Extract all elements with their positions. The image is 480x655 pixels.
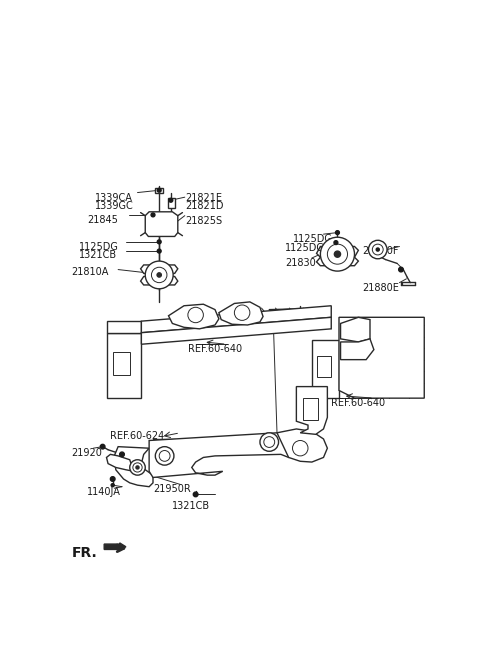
Text: 21920F: 21920F bbox=[362, 246, 399, 257]
Circle shape bbox=[133, 463, 142, 472]
Text: 21810A: 21810A bbox=[72, 267, 109, 277]
Text: 1321CB: 1321CB bbox=[172, 500, 211, 510]
Text: 1140JA: 1140JA bbox=[87, 487, 121, 496]
Polygon shape bbox=[145, 212, 178, 236]
Circle shape bbox=[372, 244, 383, 255]
Bar bbox=[312, 341, 339, 398]
Text: 21920: 21920 bbox=[72, 448, 103, 458]
Text: 21845: 21845 bbox=[87, 215, 118, 225]
Polygon shape bbox=[142, 306, 331, 333]
Circle shape bbox=[130, 460, 145, 475]
Circle shape bbox=[145, 261, 173, 289]
Polygon shape bbox=[296, 386, 327, 434]
Text: 21880E: 21880E bbox=[362, 283, 399, 293]
Polygon shape bbox=[339, 317, 424, 398]
Circle shape bbox=[369, 240, 387, 259]
Text: 21821E: 21821E bbox=[186, 193, 223, 202]
Circle shape bbox=[120, 452, 124, 457]
Text: REF.60-624: REF.60-624 bbox=[110, 431, 165, 441]
Polygon shape bbox=[107, 455, 133, 472]
FancyArrow shape bbox=[104, 543, 126, 551]
Polygon shape bbox=[142, 317, 331, 345]
Polygon shape bbox=[340, 339, 374, 360]
Circle shape bbox=[157, 189, 161, 192]
Circle shape bbox=[156, 447, 174, 465]
Circle shape bbox=[399, 267, 403, 272]
Circle shape bbox=[321, 237, 355, 271]
Circle shape bbox=[264, 437, 275, 447]
Polygon shape bbox=[316, 257, 359, 266]
Circle shape bbox=[152, 267, 167, 283]
Circle shape bbox=[335, 251, 340, 257]
Circle shape bbox=[193, 492, 198, 496]
Polygon shape bbox=[149, 433, 304, 477]
Bar bbox=[156, 188, 163, 193]
Text: 1339GC: 1339GC bbox=[95, 201, 133, 211]
Bar bbox=[168, 198, 175, 208]
Circle shape bbox=[111, 483, 114, 487]
Circle shape bbox=[234, 305, 250, 320]
Polygon shape bbox=[340, 317, 370, 342]
Polygon shape bbox=[277, 429, 327, 462]
Text: REF.60-640: REF.60-640 bbox=[331, 398, 385, 408]
Polygon shape bbox=[168, 304, 219, 329]
Circle shape bbox=[334, 240, 338, 244]
Polygon shape bbox=[114, 447, 153, 487]
Circle shape bbox=[327, 244, 348, 264]
Bar bbox=[113, 352, 130, 375]
Circle shape bbox=[159, 451, 170, 461]
Text: REF.60-640: REF.60-640 bbox=[188, 345, 242, 354]
Circle shape bbox=[376, 248, 379, 251]
Text: 21825S: 21825S bbox=[186, 215, 223, 226]
Text: 1339CA: 1339CA bbox=[95, 193, 133, 202]
Polygon shape bbox=[107, 321, 142, 333]
Circle shape bbox=[157, 249, 161, 253]
Bar bbox=[317, 356, 331, 377]
Bar bbox=[302, 398, 318, 420]
Circle shape bbox=[188, 307, 204, 323]
Text: FR.: FR. bbox=[72, 546, 97, 560]
Circle shape bbox=[292, 441, 308, 456]
Circle shape bbox=[260, 433, 278, 451]
Polygon shape bbox=[141, 276, 178, 285]
Polygon shape bbox=[141, 265, 178, 273]
Circle shape bbox=[151, 213, 155, 217]
Circle shape bbox=[157, 272, 162, 277]
Polygon shape bbox=[219, 302, 263, 325]
Circle shape bbox=[169, 198, 173, 202]
Text: 1321CB: 1321CB bbox=[79, 250, 118, 260]
Polygon shape bbox=[316, 246, 359, 257]
Text: 21830: 21830 bbox=[286, 258, 316, 268]
Circle shape bbox=[136, 466, 139, 469]
Text: 21821D: 21821D bbox=[186, 201, 224, 211]
Text: 1125DG: 1125DG bbox=[79, 242, 119, 252]
Text: 1125DG: 1125DG bbox=[292, 234, 332, 244]
Text: 21950R: 21950R bbox=[153, 485, 191, 495]
Bar bbox=[107, 333, 142, 398]
Circle shape bbox=[110, 477, 115, 481]
Text: 1125DG: 1125DG bbox=[285, 242, 324, 253]
Circle shape bbox=[336, 231, 339, 234]
Circle shape bbox=[100, 444, 105, 449]
Circle shape bbox=[157, 240, 161, 244]
